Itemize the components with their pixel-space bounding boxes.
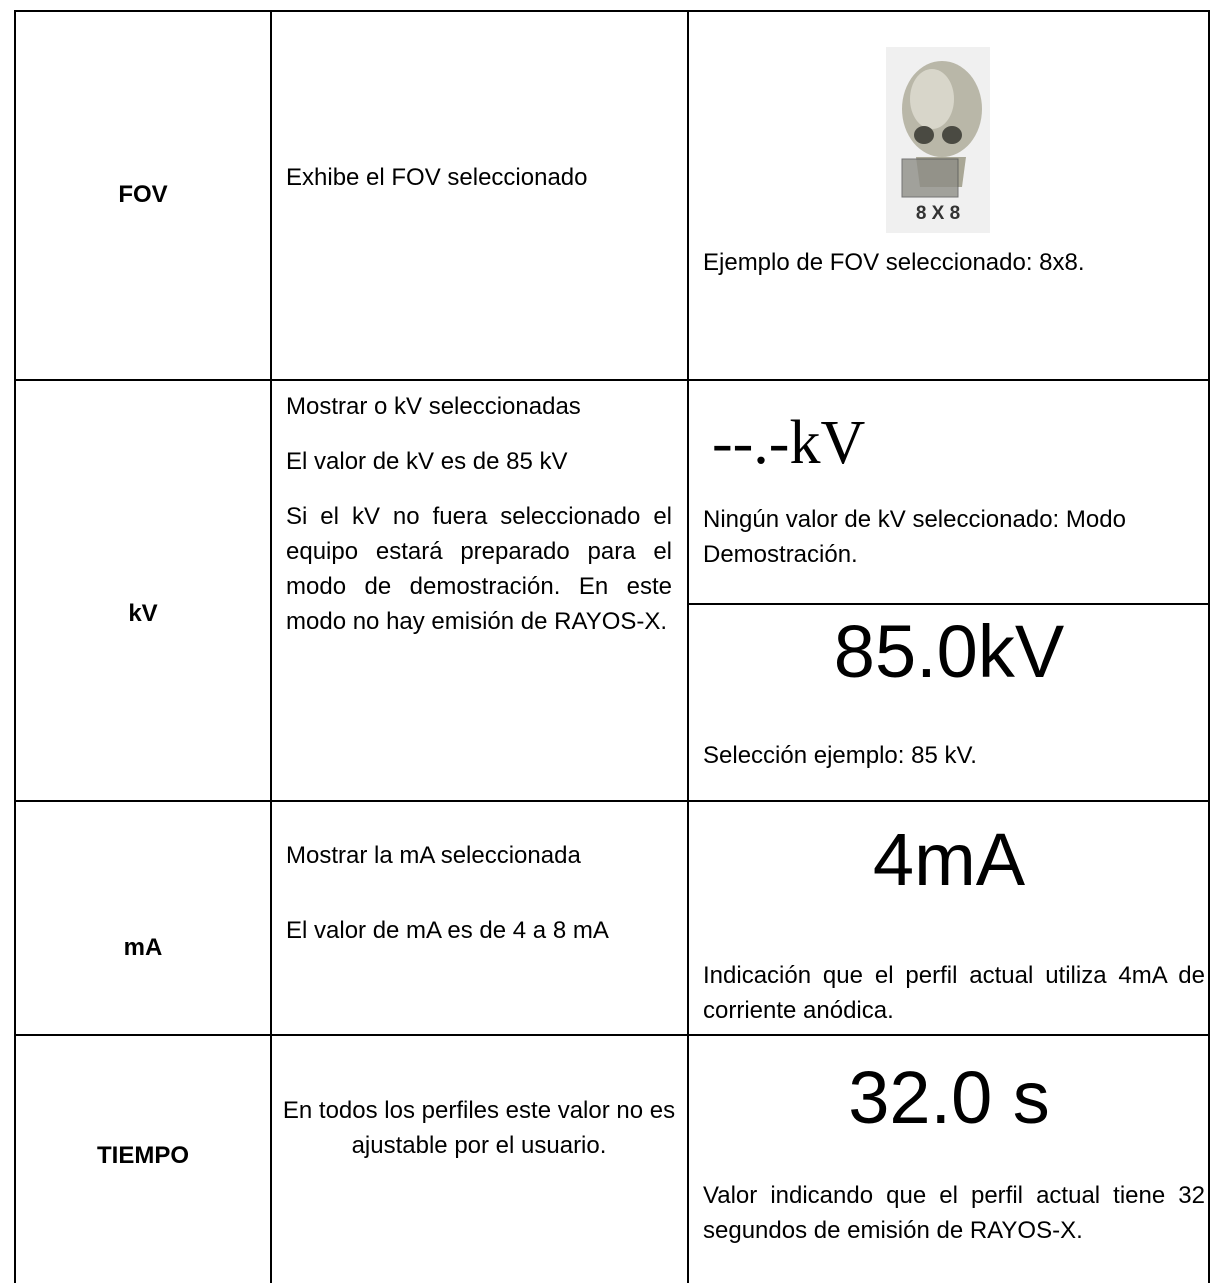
row-label: kV	[128, 600, 158, 627]
description: Exhibe el FOV seleccionado	[286, 164, 588, 191]
display-value: --.-kV	[712, 409, 866, 477]
example-text: Valor indicando que el perfil actual tie…	[703, 1182, 1205, 1244]
example-text: Indicación que el perfil actual utiliza …	[703, 962, 1205, 1024]
column-divider	[687, 10, 689, 1283]
paragraph: El valor de mA es de 4 a 8 mA	[286, 917, 609, 944]
display-value: 32.0 s	[848, 1056, 1050, 1139]
description: Mostrar o kV seleccionadas El valor de k…	[286, 389, 672, 639]
paragraph: Si el kV no fuera seleccionado el equipo…	[286, 503, 672, 635]
table-border	[1208, 10, 1210, 1283]
row-label: TIEMPO	[96, 1142, 189, 1169]
paragraph: Mostrar la mA seleccionada	[286, 842, 581, 869]
display-value: 85.0kV	[833, 610, 1065, 693]
row-divider	[14, 379, 1210, 381]
example-text: Selección ejemplo: 85 kV.	[703, 742, 977, 769]
example-text: Ningún valor de kV seleccionado: Modo De…	[703, 506, 1126, 568]
paragraph: El valor de kV es de 85 kV	[286, 448, 568, 475]
table-border	[14, 10, 1210, 12]
example-text: Ejemplo de FOV seleccionado: 8x8.	[703, 249, 1085, 276]
cell-divider	[688, 603, 1210, 605]
paragraph: Mostrar o kV seleccionadas	[286, 393, 581, 420]
description: En todos los perfiles este valor no es a…	[282, 1097, 676, 1159]
row-divider	[14, 800, 1210, 802]
image-caption: 8 X 8	[916, 203, 960, 224]
row-divider	[14, 1034, 1210, 1036]
display-value: 4mA	[872, 818, 1026, 901]
fov-image: 8 X 8	[886, 47, 990, 233]
row-label: FOV	[118, 181, 168, 208]
table-border	[14, 10, 16, 1283]
row-label: mA	[123, 934, 163, 961]
description: Mostrar la mA seleccionada El valor de m…	[286, 838, 672, 948]
column-divider	[270, 10, 272, 1283]
